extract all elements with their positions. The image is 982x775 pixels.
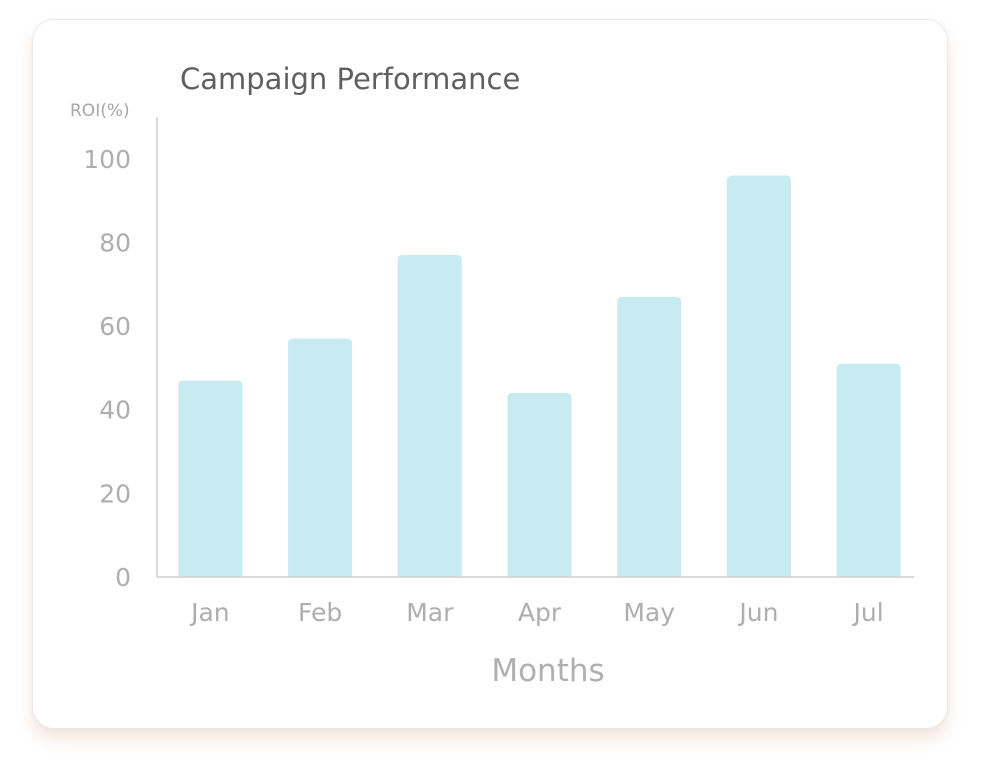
- x-tick-label: Jun: [737, 598, 778, 627]
- bar-feb: [288, 338, 353, 577]
- x-tick-label: Mar: [406, 598, 454, 627]
- chart-card: [32, 19, 948, 729]
- y-tick-label: 80: [99, 228, 131, 257]
- bar-jul: [836, 363, 901, 577]
- chart-title: Campaign Performance: [180, 62, 520, 96]
- y-tick-labels: 0 20 40 60 80 100: [83, 145, 131, 592]
- bar-mar: [397, 255, 462, 577]
- x-tick-label: Jan: [189, 598, 230, 627]
- bar-apr: [507, 393, 572, 577]
- y-tick-label: 40: [99, 396, 131, 425]
- y-tick-label: 0: [115, 563, 131, 592]
- x-tick-label: Jul: [852, 598, 884, 627]
- x-tick-label: Apr: [518, 598, 562, 627]
- y-tick-label: 100: [83, 145, 131, 174]
- y-tick-label: 20: [99, 479, 131, 508]
- bar-may: [617, 296, 682, 577]
- bar-jun: [726, 175, 791, 577]
- bar-group: [178, 175, 901, 577]
- x-tick-labels: Jan Feb Mar Apr May Jun Jul: [189, 598, 884, 627]
- x-tick-label: May: [623, 598, 675, 627]
- bar-jan: [178, 380, 243, 577]
- y-tick-label: 60: [99, 312, 131, 341]
- x-tick-label: Feb: [298, 598, 342, 627]
- y-axis-label: ROI(%): [70, 101, 130, 121]
- x-axis-label: Months: [491, 653, 604, 689]
